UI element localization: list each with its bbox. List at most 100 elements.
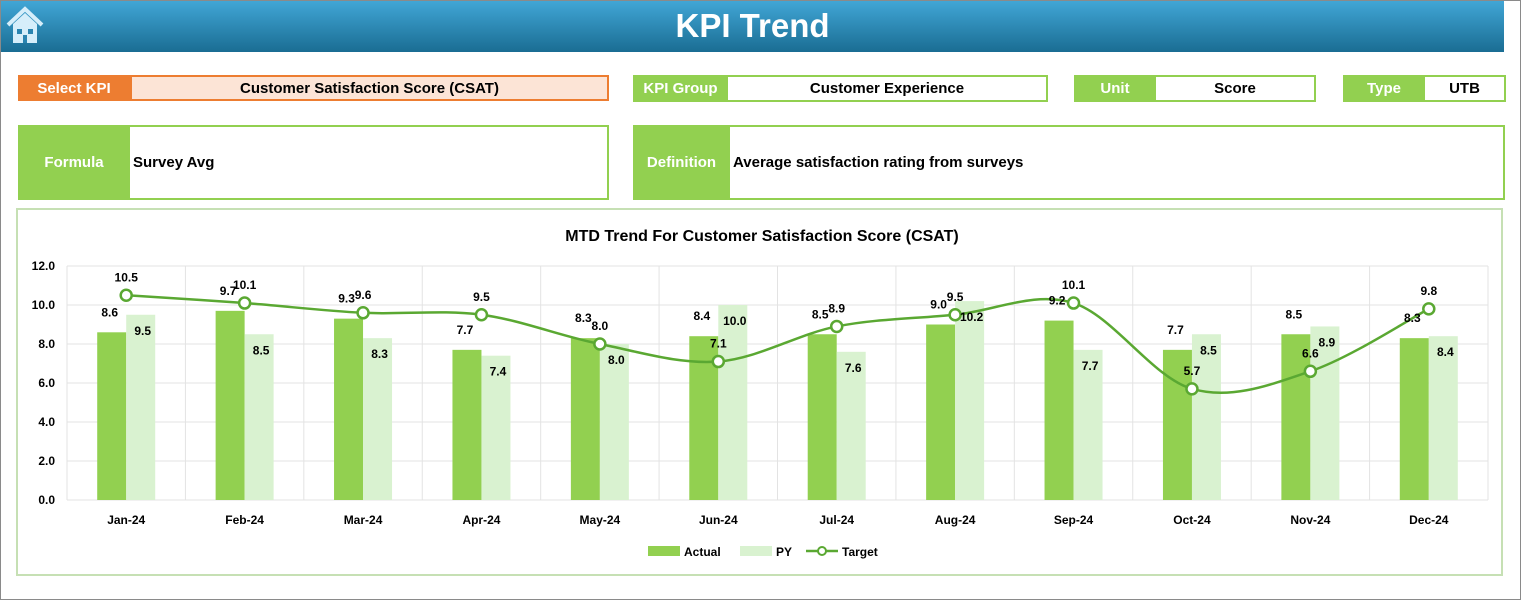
data-label-target: 8.9 xyxy=(828,301,845,315)
header-bar: KPI Trend xyxy=(1,1,1504,52)
bar-actual xyxy=(807,334,837,500)
data-label-py: 7.6 xyxy=(845,361,862,375)
data-label-target: 7.1 xyxy=(710,337,727,351)
y-tick-label: 8.0 xyxy=(38,337,55,351)
target-marker xyxy=(711,354,726,369)
data-label-actual: 8.6 xyxy=(101,305,118,319)
bar-py xyxy=(718,305,748,500)
data-label-py: 7.4 xyxy=(490,365,507,379)
select-kpi-dropdown[interactable]: Customer Satisfaction Score (CSAT) xyxy=(130,75,609,101)
data-label-actual: 8.5 xyxy=(1286,307,1303,321)
data-label-actual: 9.7 xyxy=(220,284,237,298)
x-tick-label: Jul-24 xyxy=(819,513,854,527)
chart-container xyxy=(16,208,1503,576)
y-tick-label: 2.0 xyxy=(38,454,55,468)
x-tick-label: Aug-24 xyxy=(935,513,976,527)
page-title: KPI Trend xyxy=(675,7,830,44)
y-tick-label: 6.0 xyxy=(38,376,55,390)
data-label-target: 10.1 xyxy=(1062,278,1086,292)
unit-label: Unit xyxy=(1074,75,1156,102)
data-label-py: 8.5 xyxy=(253,343,270,357)
data-label-actual: 8.3 xyxy=(575,311,592,325)
data-label-py: 10.0 xyxy=(723,314,747,328)
bar-actual xyxy=(1399,338,1429,500)
bar-py xyxy=(244,334,274,500)
bar-py xyxy=(1073,349,1103,500)
bar-actual xyxy=(926,324,956,500)
data-label-target: 9.8 xyxy=(1420,284,1437,298)
formula-label: Formula xyxy=(18,125,130,200)
bar-actual xyxy=(1281,334,1311,500)
bar-actual xyxy=(334,318,364,500)
data-label-target: 5.7 xyxy=(1184,364,1201,378)
bar-actual xyxy=(215,310,245,500)
kpi-group-label: KPI Group xyxy=(633,75,728,102)
bar-actual xyxy=(1044,320,1074,500)
data-label-py: 8.4 xyxy=(1437,345,1454,359)
x-tick-label: Jan-24 xyxy=(107,513,145,527)
bar-py xyxy=(836,351,866,500)
data-label-py: 10.2 xyxy=(960,310,984,324)
bar-actual xyxy=(570,338,600,500)
kpi-group-value: Customer Experience xyxy=(726,75,1048,102)
target-marker xyxy=(948,308,962,322)
data-label-actual: 8.3 xyxy=(1404,311,1421,325)
select-kpi-label: Select KPI xyxy=(18,75,130,101)
bar-actual xyxy=(452,349,482,500)
formula-value: Survey Avg xyxy=(128,125,609,200)
data-label-actual: 7.7 xyxy=(457,323,474,337)
x-tick-label: Dec-24 xyxy=(1409,513,1449,527)
legend-actual-swatch xyxy=(648,546,680,556)
x-tick-label: May-24 xyxy=(580,513,621,527)
unit-value: Score xyxy=(1154,75,1316,102)
data-label-py: 8.3 xyxy=(371,347,388,361)
target-marker xyxy=(593,337,607,351)
bar-py xyxy=(599,344,629,500)
target-marker xyxy=(1185,382,1199,396)
target-marker xyxy=(237,296,252,310)
x-tick-label: Feb-24 xyxy=(225,513,264,527)
legend-actual-label: Actual xyxy=(684,545,721,559)
x-tick-label: Apr-24 xyxy=(462,513,500,527)
bar-py xyxy=(363,338,393,500)
legend-py-label: PY xyxy=(776,545,792,559)
data-label-actual: 9.3 xyxy=(338,292,355,306)
target-marker xyxy=(1303,364,1318,379)
data-label-actual: 9.2 xyxy=(1049,294,1066,308)
data-label-actual: 7.7 xyxy=(1167,323,1184,337)
definition-value: Average satisfaction rating from surveys xyxy=(728,125,1505,200)
bar-py xyxy=(481,355,511,500)
type-value: UTB xyxy=(1423,75,1506,102)
legend-target-label: Target xyxy=(842,545,878,559)
y-tick-label: 4.0 xyxy=(38,415,55,429)
legend-py-swatch xyxy=(740,546,772,556)
bar-py xyxy=(955,301,985,500)
bar-py xyxy=(126,314,156,500)
legend-target-marker xyxy=(817,546,827,556)
data-label-actual: 8.5 xyxy=(812,307,829,321)
chart-title: MTD Trend For Customer Satisfaction Scor… xyxy=(565,228,959,245)
x-tick-label: Nov-24 xyxy=(1290,513,1330,527)
bar-actual xyxy=(97,332,127,500)
definition-label: Definition xyxy=(633,125,730,200)
y-tick-label: 12.0 xyxy=(32,259,56,273)
target-marker xyxy=(474,308,489,322)
data-label-py: 8.9 xyxy=(1319,335,1336,349)
bar-py xyxy=(1310,326,1340,500)
x-tick-label: Oct-24 xyxy=(1173,513,1211,527)
data-label-py: 8.0 xyxy=(608,353,625,367)
data-label-py: 9.5 xyxy=(134,324,151,338)
target-marker xyxy=(356,306,370,320)
x-tick-label: Jun-24 xyxy=(699,513,738,527)
type-label: Type xyxy=(1343,75,1425,102)
data-label-target: 6.6 xyxy=(1302,346,1319,360)
bar-py xyxy=(1191,334,1221,500)
data-label-actual: 9.0 xyxy=(930,298,947,312)
data-label-target: 8.0 xyxy=(592,319,609,333)
data-label-target: 10.1 xyxy=(233,278,257,292)
y-tick-label: 0.0 xyxy=(38,493,55,507)
data-label-target: 9.5 xyxy=(947,290,964,304)
data-label-actual: 8.4 xyxy=(693,309,710,323)
home-icon[interactable] xyxy=(5,5,45,45)
